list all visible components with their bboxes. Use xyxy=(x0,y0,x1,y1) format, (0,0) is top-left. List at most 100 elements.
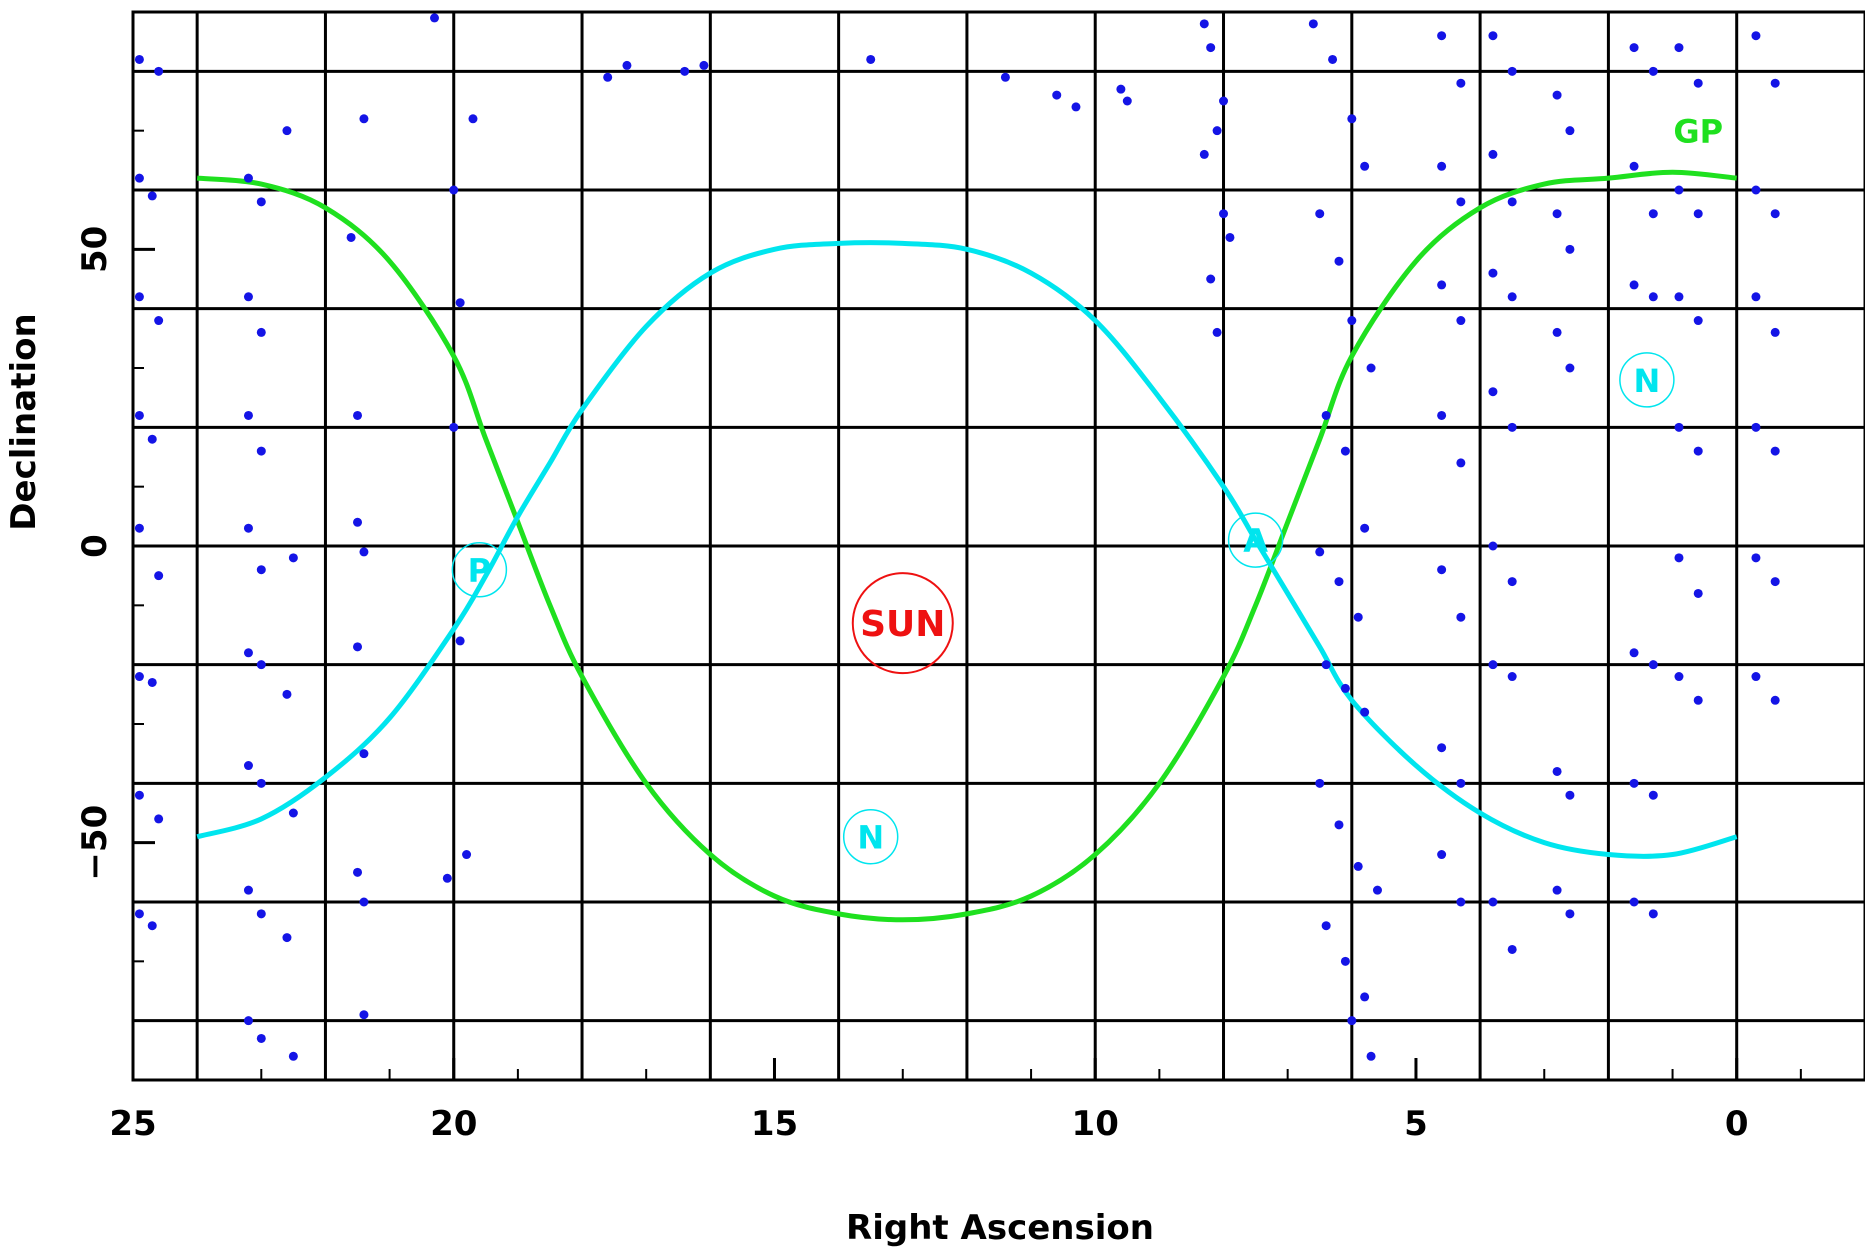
data-point xyxy=(1366,1051,1376,1061)
data-point xyxy=(243,173,253,183)
data-point xyxy=(1321,921,1331,931)
data-point xyxy=(1770,78,1780,88)
data-point xyxy=(1751,292,1761,302)
data-point xyxy=(1456,612,1466,622)
data-point xyxy=(1693,695,1703,705)
sun-circle xyxy=(851,572,954,675)
data-point xyxy=(1507,197,1517,207)
data-point xyxy=(1693,588,1703,598)
data-point xyxy=(1340,956,1350,966)
data-point xyxy=(1552,327,1562,337)
data-point xyxy=(1206,274,1216,284)
data-point xyxy=(1488,31,1498,41)
data-point xyxy=(1340,446,1350,456)
data-point xyxy=(1770,695,1780,705)
data-point xyxy=(1456,197,1466,207)
data-point xyxy=(1122,96,1132,106)
data-point xyxy=(1648,790,1658,800)
data-point xyxy=(1315,209,1325,219)
data-point xyxy=(1052,90,1062,100)
data-point xyxy=(1321,660,1331,670)
data-point xyxy=(1199,149,1209,159)
data-point xyxy=(1507,292,1517,302)
data-point xyxy=(1437,743,1447,753)
data-point xyxy=(353,517,363,527)
data-point xyxy=(462,850,472,860)
data-point xyxy=(1770,577,1780,587)
data-point xyxy=(1372,885,1382,895)
annotation-circle xyxy=(842,808,899,865)
data-point xyxy=(1751,422,1761,432)
x-tick-label: 20 xyxy=(430,1104,477,1144)
cyan-curve xyxy=(196,240,1738,859)
annotation-circle xyxy=(451,541,508,598)
data-point xyxy=(147,921,157,931)
data-point xyxy=(282,933,292,943)
data-point xyxy=(1360,707,1370,717)
annotation-circle xyxy=(1227,512,1284,568)
sun-label: SUN xyxy=(860,604,945,645)
data-point xyxy=(359,749,369,759)
data-point xyxy=(134,54,144,64)
data-point xyxy=(1488,897,1498,907)
data-point xyxy=(134,292,144,302)
data-point xyxy=(1116,84,1126,94)
data-point xyxy=(1629,161,1639,171)
data-point xyxy=(1629,648,1639,658)
data-point xyxy=(1321,410,1331,420)
data-point xyxy=(442,873,452,883)
data-point xyxy=(866,54,876,64)
data-point xyxy=(256,197,266,207)
data-point xyxy=(1751,672,1761,682)
data-point xyxy=(1225,232,1235,242)
y-tick-label: 50 xyxy=(75,226,115,273)
data-point xyxy=(1437,280,1447,290)
data-point xyxy=(1437,850,1447,860)
data-point xyxy=(1629,280,1639,290)
data-point xyxy=(1648,209,1658,219)
data-point xyxy=(147,434,157,444)
data-point xyxy=(353,642,363,652)
data-point xyxy=(1347,114,1357,124)
data-point xyxy=(680,66,690,76)
data-point xyxy=(1770,209,1780,219)
data-point xyxy=(455,298,465,308)
data-point xyxy=(449,422,459,432)
data-point xyxy=(1206,43,1216,53)
data-point xyxy=(1770,446,1780,456)
data-point xyxy=(256,1033,266,1043)
data-point xyxy=(1315,547,1325,557)
data-point xyxy=(154,316,164,326)
data-point xyxy=(1456,78,1466,88)
data-point xyxy=(147,191,157,201)
data-point xyxy=(154,814,164,824)
data-point xyxy=(359,1010,369,1020)
data-point xyxy=(1770,327,1780,337)
data-point xyxy=(353,867,363,877)
annotation-label: N xyxy=(857,819,884,857)
x-tick-label: 5 xyxy=(1404,1104,1428,1144)
data-point xyxy=(359,114,369,124)
data-point xyxy=(1488,387,1498,397)
data-point xyxy=(256,909,266,919)
x-tick-label: 15 xyxy=(751,1104,798,1144)
data-point xyxy=(1552,885,1562,895)
data-point xyxy=(1347,316,1357,326)
data-point xyxy=(1507,944,1517,954)
data-point xyxy=(1334,256,1344,266)
data-point xyxy=(1751,185,1761,195)
data-point xyxy=(1507,422,1517,432)
data-point xyxy=(1674,553,1684,563)
data-point xyxy=(1693,209,1703,219)
point-series xyxy=(134,13,1780,1061)
gp-label: GP xyxy=(1673,113,1723,151)
curve-series xyxy=(196,169,1738,923)
data-point xyxy=(1360,523,1370,533)
data-point xyxy=(1360,992,1370,1002)
data-point xyxy=(1507,672,1517,682)
y-tick-label: −50 xyxy=(75,805,115,881)
data-point xyxy=(1071,102,1081,112)
data-point xyxy=(429,13,439,23)
annotation-label: A xyxy=(1243,522,1268,560)
